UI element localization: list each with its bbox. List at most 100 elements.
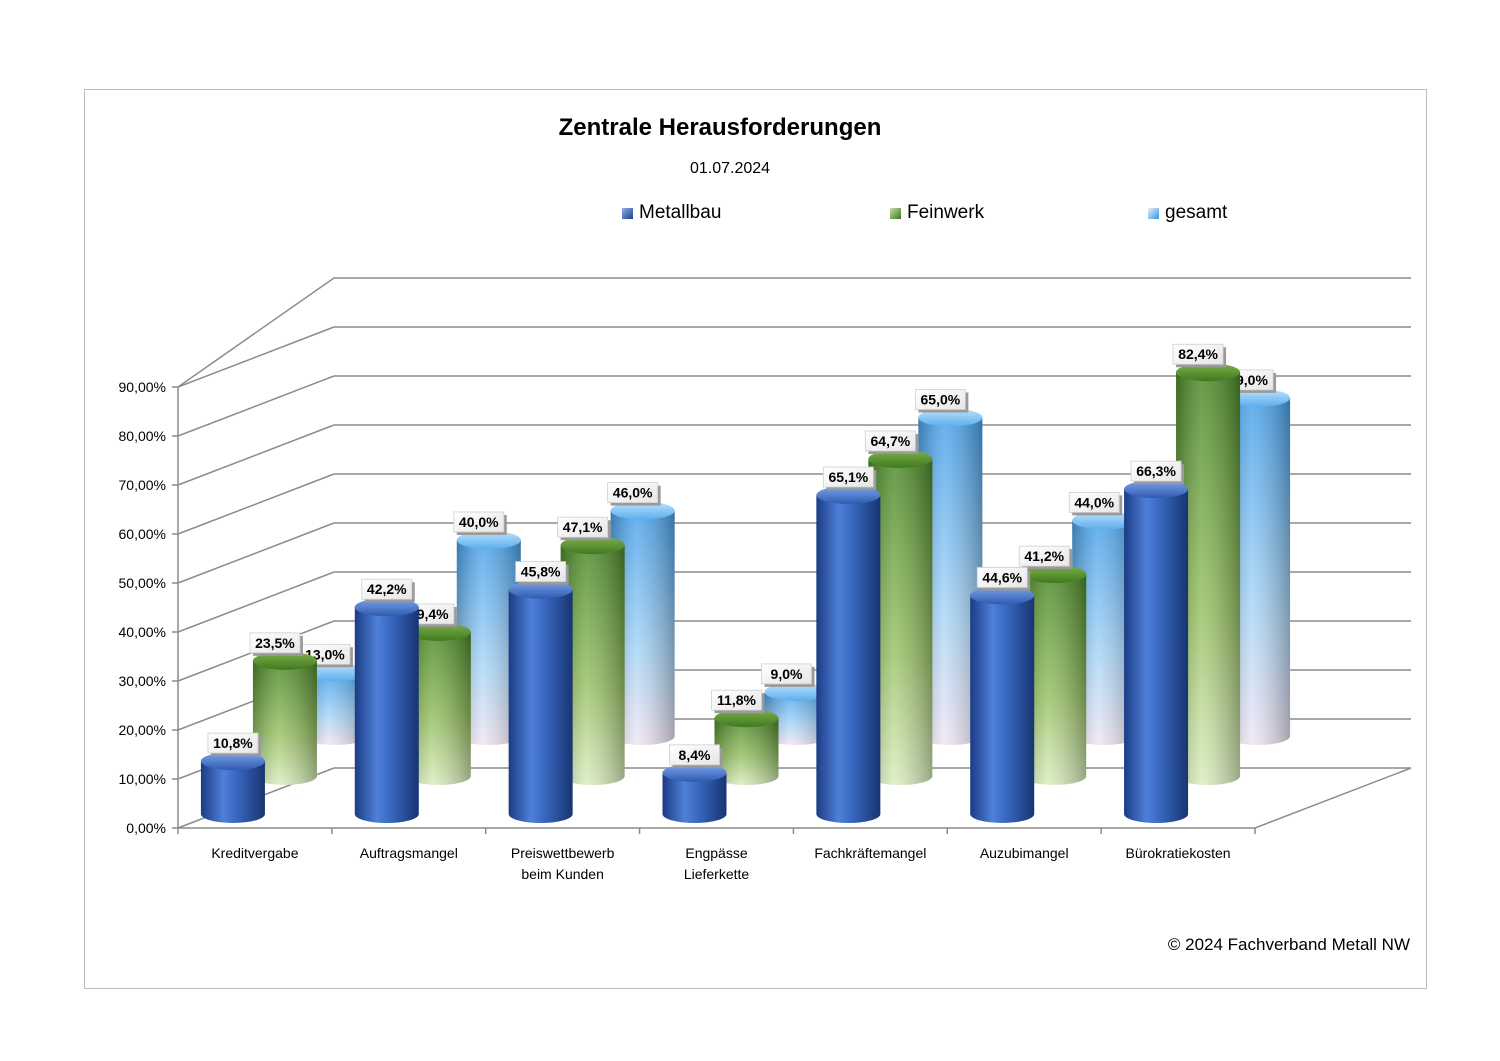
data-label-box-metallbau <box>822 466 874 488</box>
legend-item-gesamt: gesamt <box>1148 202 1227 224</box>
data-label-gesamt: 65,0% <box>921 392 961 408</box>
data-label-box-metallbau <box>361 578 413 600</box>
bar-shade-feinwerk <box>252 660 317 785</box>
bar-shade-gesamt <box>764 691 829 745</box>
bar-metallbau-0: 10,8% <box>200 732 265 823</box>
data-label-metallbau: 42,2% <box>367 581 407 597</box>
legend-swatch-metallbau <box>622 207 633 219</box>
bar-shade-feinwerk <box>868 458 933 785</box>
x-tick-label: Preiswettbewerb beim Kunden <box>511 845 615 882</box>
bar-top-feinwerk <box>252 651 317 670</box>
data-label-metallbau: 8,4% <box>679 747 711 763</box>
bar-feinwerk-6: 82,4% <box>1172 343 1241 785</box>
bar-top-gesamt <box>302 663 367 682</box>
bar-gesamt-2: 46,0% <box>607 482 675 745</box>
bar-top-gesamt <box>610 501 675 520</box>
bar-top-metallbau <box>354 598 419 617</box>
y-tick-label: 10,00% <box>119 771 166 787</box>
bar-top-gesamt <box>764 682 829 701</box>
gridline-diagonal-top <box>177 277 335 388</box>
bar-top-feinwerk <box>714 709 779 728</box>
legend-label-gesamt: gesamt <box>1165 202 1228 223</box>
bar-shade-feinwerk <box>1176 372 1241 785</box>
chart-subtitle: 01.07.2024 <box>689 160 771 177</box>
y-tick-label: 40,00% <box>119 624 166 640</box>
data-label-metallbau: 66,3% <box>1136 463 1176 479</box>
bar-body-metallbau <box>200 761 265 823</box>
bar-feinwerk-0: 23,5% <box>249 632 317 785</box>
bar-metallbau-3: 8,4% <box>662 744 727 823</box>
x-tick-label: Engpässe Lieferkette <box>684 845 750 882</box>
bar-top-feinwerk <box>1176 363 1241 382</box>
data-label-metallbau: 44,6% <box>982 569 1022 585</box>
legend-item-metallbau: Metallbau <box>622 202 721 224</box>
bar-feinwerk-4: 64,7% <box>864 430 933 785</box>
data-label-feinwerk: 64,7% <box>871 433 911 449</box>
x-tick-label: Auzubimangel <box>980 845 1069 861</box>
bar-metallbau-2: 45,8% <box>508 561 573 824</box>
bar-top-metallbau <box>1124 480 1189 499</box>
data-label-box-metallbau <box>976 567 1028 588</box>
data-label-gesamt: 44,0% <box>1074 494 1114 510</box>
data-label-box-feinwerk <box>557 516 609 538</box>
bar-feinwerk-3: 11,8% <box>711 689 779 785</box>
x-tick-label: Auftragsmangel <box>360 845 458 861</box>
bar-top-metallbau <box>970 586 1035 605</box>
x-tick-label: Fachkräftemangel <box>814 845 926 861</box>
bar-gesamt-3: 9,0% <box>761 663 829 745</box>
bar-top-gesamt <box>1226 388 1291 407</box>
data-label-gesamt: 46,0% <box>613 485 653 501</box>
bar-top-feinwerk <box>1022 565 1087 584</box>
legend-swatch-feinwerk <box>890 207 901 219</box>
chart-title: Zentrale Herausforderungen <box>558 114 882 141</box>
data-label-box-metallbau <box>207 732 259 754</box>
gridline-diagonal <box>177 424 335 486</box>
legend-label-metallbau: Metallbau <box>639 202 722 223</box>
data-label-metallbau: 65,1% <box>829 469 869 485</box>
bar-shade-gesamt <box>302 672 367 745</box>
y-tick-label: 70,00% <box>119 477 166 493</box>
bar-top-metallbau <box>816 486 881 505</box>
bar-gesamt-4: 65,0% <box>914 389 983 745</box>
legend-label-feinwerk: Feinwerk <box>907 202 985 223</box>
bar-shade-feinwerk <box>1022 574 1087 785</box>
bar-body-metallbau <box>970 595 1035 823</box>
data-label-box-feinwerk <box>711 689 762 711</box>
data-label-metallbau: 10,8% <box>213 735 253 751</box>
gridline-diagonal <box>177 473 335 535</box>
bar-shade-feinwerk <box>406 631 471 785</box>
bar-top-gesamt <box>1072 511 1137 530</box>
bar-top-feinwerk <box>868 449 933 468</box>
chart-frame <box>84 89 1427 989</box>
gridline-diagonal <box>177 326 335 388</box>
bar-top-feinwerk <box>406 622 471 641</box>
data-label-box-feinwerk <box>1172 343 1224 365</box>
bar-feinwerk-5: 41,2% <box>1018 545 1087 785</box>
data-label-box-gesamt <box>761 663 812 685</box>
data-label-gesamt: 40,0% <box>459 514 499 530</box>
bar-metallbau-4: 65,1% <box>816 466 881 823</box>
bar-shade-feinwerk <box>560 545 625 785</box>
data-label-feinwerk: 23,5% <box>255 635 295 651</box>
data-label-feinwerk: 11,8% <box>717 692 756 708</box>
data-label-gesamt: 9,0% <box>771 666 803 682</box>
data-label-box-gesamt <box>1068 491 1120 513</box>
bar-body-metallbau <box>354 607 419 823</box>
bar-body-metallbau <box>662 772 727 823</box>
bar-shade-gesamt <box>918 417 983 745</box>
bar-top-metallbau <box>200 752 265 771</box>
bar-feinwerk-2: 47,1% <box>557 516 625 785</box>
copyright-footer: © 2024 Fachverband Metall NW <box>1167 935 1410 954</box>
data-label-metallbau: 45,8% <box>521 564 561 580</box>
legend-swatch-gesamt <box>1148 207 1159 219</box>
data-label-feinwerk: 47,1% <box>563 519 603 535</box>
bar-feinwerk-1: 29,4% <box>403 603 471 785</box>
bar-top-gesamt <box>918 408 983 427</box>
data-label-feinwerk: 29,4% <box>409 606 449 622</box>
data-label-box-feinwerk <box>864 430 916 452</box>
bar-gesamt-1: 40,0% <box>453 511 521 745</box>
x-tick-label: Bürokratiekosten <box>1126 845 1231 861</box>
data-label-box-gesamt <box>914 389 966 410</box>
gridline-diagonal <box>177 375 335 437</box>
